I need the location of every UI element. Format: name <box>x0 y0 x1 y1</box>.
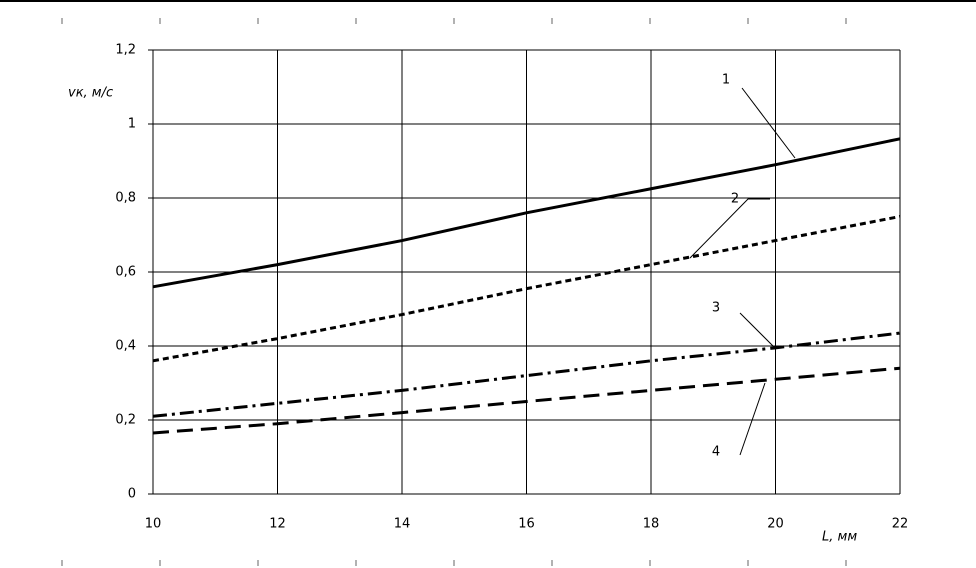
series-line <box>152 366 901 435</box>
leader-line <box>741 87 796 159</box>
leader-line <box>739 312 776 349</box>
series-label: 3 <box>712 301 720 316</box>
y-tick-label: 0,4 <box>115 339 136 354</box>
x-axis-label: L, мм <box>822 530 857 545</box>
page-marks <box>61 18 847 566</box>
series-line <box>152 331 901 418</box>
y-axis-label: vк, м/с <box>68 86 113 101</box>
series-line <box>152 137 901 289</box>
y-tick-label: 1,2 <box>115 43 136 58</box>
x-tick-label: 16 <box>518 517 535 532</box>
x-tick-label: 10 <box>145 517 162 532</box>
y-tick-label: 0,8 <box>115 191 136 206</box>
y-tick-label: 0,6 <box>115 265 136 280</box>
y-tick-label: 1 <box>128 117 136 132</box>
y-tick-label: 0,2 <box>115 413 136 428</box>
x-tick-label: 14 <box>394 517 411 532</box>
series-line <box>152 215 901 363</box>
series-label: 4 <box>712 445 720 460</box>
series-label: 2 <box>731 192 739 207</box>
series-label: 1 <box>722 73 730 88</box>
x-tick-label: 12 <box>269 517 286 532</box>
x-tick-label: 22 <box>892 517 909 532</box>
leader-line <box>739 382 766 456</box>
x-tick-label: 18 <box>643 517 660 532</box>
x-tick-label: 20 <box>767 517 784 532</box>
leader-line <box>689 198 770 259</box>
y-tick-label: 0 <box>128 487 136 502</box>
